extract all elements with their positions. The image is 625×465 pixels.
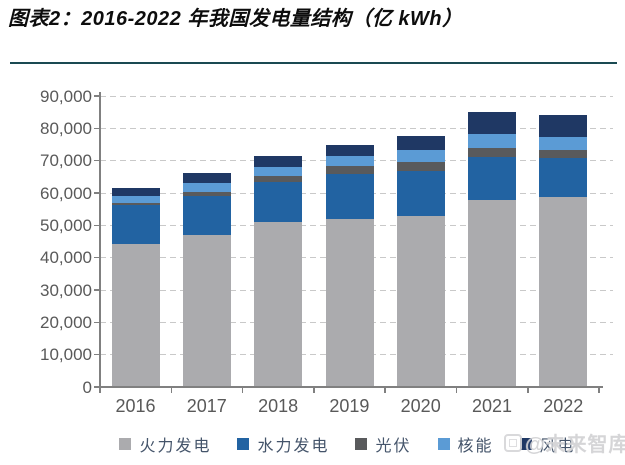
bar-segment [111, 243, 160, 387]
y-axis-tick-label: 20,000 [40, 312, 92, 332]
bar-segment [539, 196, 588, 387]
legend-label: 火力发电 [139, 438, 212, 455]
legend-swatch [519, 438, 532, 450]
bar-segment [539, 136, 588, 150]
bar-segment [111, 202, 160, 205]
legend-swatch [355, 438, 368, 450]
y-axis-tick [94, 127, 100, 130]
y-axis-tick [94, 224, 100, 227]
x-axis-category-label: 2016 [115, 396, 156, 416]
y-axis-tick [94, 95, 100, 97]
x-axis-category-label: 2017 [186, 396, 227, 416]
x-axis-category-label: 2021 [471, 396, 513, 416]
bar-segment [254, 222, 303, 387]
legend-label: 核能 [457, 438, 494, 455]
bar-segment [325, 218, 374, 387]
bar-segment [254, 166, 303, 177]
bar-segment [325, 144, 374, 157]
bar-segment [396, 215, 445, 387]
y-axis-tick-label: 40,000 [40, 248, 92, 268]
legend-swatch [119, 438, 132, 450]
x-axis-tick [455, 387, 458, 393]
legend-label: 风电 [539, 438, 576, 455]
bar-segment [539, 149, 588, 158]
gridline [100, 95, 613, 97]
bar-segment [468, 112, 517, 134]
y-axis-tick-label: 90,000 [40, 86, 92, 106]
x-axis-tick [527, 387, 529, 393]
bar-segment [468, 133, 517, 148]
x-axis-tick [99, 387, 101, 393]
chart-title: 图表2：2016-2022 年我国发电量结构（亿 kWh） [8, 8, 463, 30]
bar-segment [254, 156, 303, 167]
y-axis-tick-label: 0 [82, 377, 92, 397]
x-axis-category-label: 2020 [400, 396, 441, 416]
watermark-text: @未来智库 [525, 434, 625, 456]
legend-swatch [437, 438, 450, 450]
x-axis-tick [241, 387, 244, 393]
legend-item: 光伏 [355, 432, 411, 456]
bar-segment [396, 150, 445, 162]
y-axis-tick-label: 60,000 [40, 183, 92, 203]
legend-item: 水力发电 [237, 432, 329, 456]
x-axis-tick [598, 387, 600, 393]
bar-segment [539, 114, 588, 137]
y-axis-tick-label: 10,000 [40, 345, 92, 365]
x-axis-line [96, 386, 603, 388]
bar-segment [396, 170, 445, 216]
bar-segment [111, 204, 160, 244]
bar-segment [325, 166, 374, 175]
y-axis-tick-label: 70,000 [40, 151, 92, 171]
bar-segment [468, 199, 517, 387]
bar-segment [182, 191, 231, 196]
bar-segment [254, 176, 303, 183]
legend-item: 火力发电 [119, 432, 211, 456]
y-axis-tick [94, 256, 100, 259]
bar-segment [325, 174, 374, 219]
y-axis-tick [94, 321, 100, 324]
bar-segment [468, 147, 517, 158]
watermark-logo-icon [504, 433, 522, 452]
legend-item: 核能 [437, 432, 494, 456]
legend-label: 水力发电 [257, 438, 330, 455]
y-axis-tick [94, 192, 100, 194]
y-axis-tick [94, 159, 100, 162]
bar-segment [254, 182, 303, 223]
y-axis-tick-label: 30,000 [40, 280, 92, 300]
bar-segment [539, 157, 588, 197]
bar-segment [396, 136, 445, 151]
bar-segment [182, 173, 231, 184]
legend-swatch [237, 438, 250, 450]
legend-item: 风电 [519, 432, 576, 456]
legend-label: 光伏 [375, 438, 412, 455]
bar-segment [182, 183, 231, 192]
gridline [100, 127, 613, 129]
bar-segment [396, 161, 445, 171]
teal-divider-line [10, 62, 617, 64]
x-axis-tick [313, 387, 315, 393]
x-axis-tick [170, 387, 173, 393]
y-axis-tick-label: 80,000 [40, 118, 92, 138]
y-axis-line [99, 92, 101, 387]
y-axis-tick-label: 50,000 [40, 215, 92, 235]
bar-segment [325, 156, 374, 167]
y-axis-tick [94, 289, 100, 291]
bar-segment [182, 195, 231, 236]
bar-segment [182, 235, 231, 387]
watermark: @未来智库 [504, 428, 625, 457]
bar-segment [111, 188, 160, 196]
x-axis-category-label: 2022 [543, 396, 584, 416]
y-axis-tick [94, 353, 100, 356]
x-axis-category-label: 2018 [258, 396, 299, 416]
bar-segment [468, 157, 517, 200]
bar-segment [111, 195, 160, 203]
chart-legend: 火力发电 水力发电 光伏 核能 风电 [90, 432, 605, 456]
x-axis-tick [384, 387, 386, 393]
x-axis-category-label: 2019 [329, 396, 370, 416]
